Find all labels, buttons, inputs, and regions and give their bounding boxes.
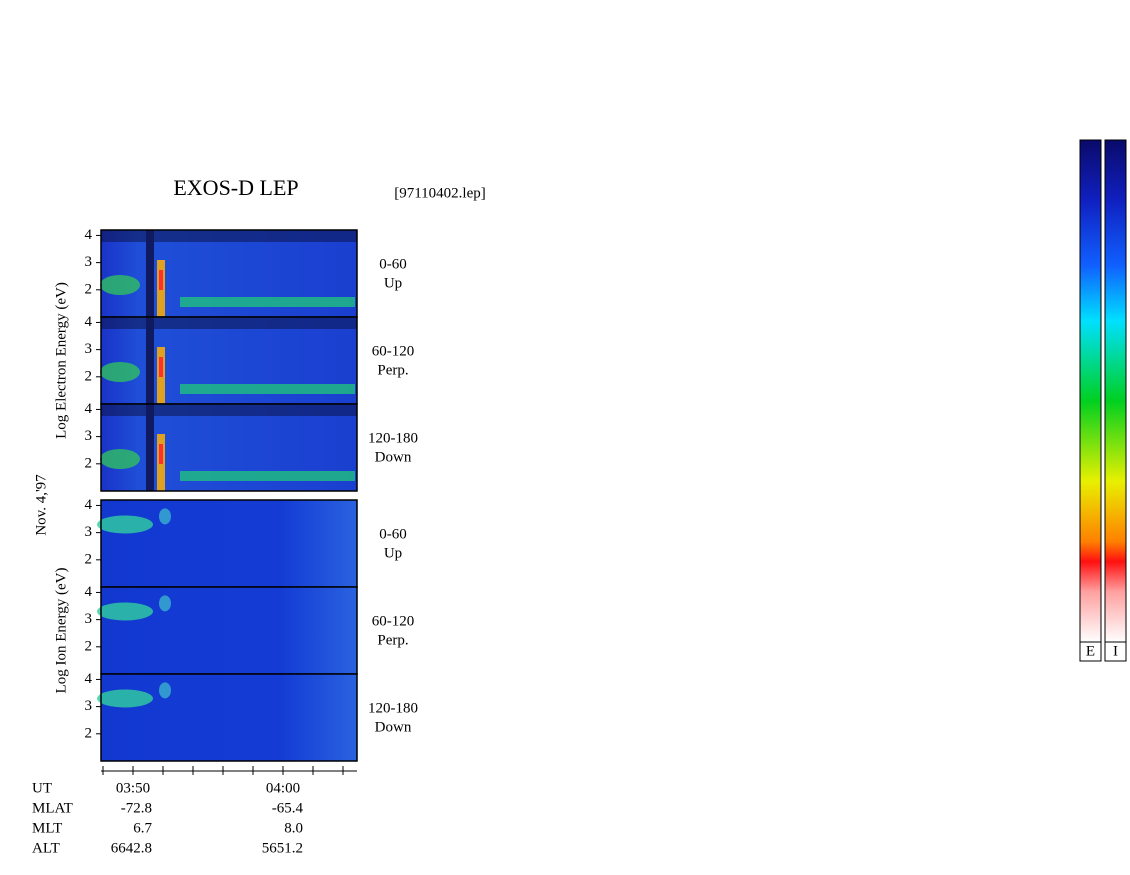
panel-frame: [100, 403, 358, 492]
direction-label: Perp.: [377, 362, 408, 378]
y-tick-label: 3: [85, 698, 93, 714]
band: [180, 471, 355, 481]
blob: [159, 595, 171, 612]
direction-label: Up: [384, 275, 402, 291]
y-tick-label: 2: [85, 368, 93, 384]
row-label: ALT: [32, 840, 60, 856]
y-tick-label: 3: [85, 254, 93, 270]
y-tick-label: 4: [85, 227, 93, 243]
y-tick-label: 4: [85, 671, 93, 687]
row-value: 6.7: [133, 820, 152, 836]
row-value: -65.4: [272, 800, 304, 816]
dropout: [101, 317, 357, 329]
row-value: 6642.8: [111, 840, 152, 856]
blob: [159, 508, 171, 525]
angle-label: 120-180: [368, 430, 418, 446]
date-label: Nov. 4,'97: [33, 474, 49, 536]
gap: [146, 317, 154, 404]
blob: [97, 515, 153, 534]
angle-label: 60-120: [372, 613, 415, 629]
spectrogram: [101, 587, 357, 674]
colorbar-label-box: [1104, 641, 1127, 662]
panels: Log Electron Energy (eV) 2 3 4 0-60 Up 2 3 4 60-1…: [53, 227, 418, 762]
direction-label: Perp.: [377, 632, 408, 648]
y-tick-label: 3: [85, 524, 93, 540]
blob: [100, 362, 140, 382]
y-tick-label: 2: [85, 281, 93, 297]
gap: [146, 404, 154, 491]
y-tick-label: 3: [85, 611, 93, 627]
angle-label: 120-180: [368, 700, 418, 716]
ephemeris: UT 03:50 04:00 MLAT -72.8 -65.4 MLT 6.7 8.0 ALT 66…: [32, 780, 303, 856]
y-tick-label: 2: [85, 638, 93, 654]
colorbar-label-box: [1079, 641, 1102, 662]
time-label: 04:00: [266, 780, 300, 796]
dropout: [101, 230, 357, 242]
y-tick-label: 2: [85, 551, 93, 567]
file-label: [97110402.lep]: [394, 185, 486, 201]
angle-label: 0-60: [379, 526, 407, 542]
spectrogram: [101, 500, 357, 587]
blob: [97, 602, 153, 621]
dropout: [101, 404, 357, 416]
y-tick-label: 2: [85, 455, 93, 471]
burst-core: [159, 444, 163, 464]
angle-label: 0-60: [379, 256, 407, 272]
y-tick-label: 3: [85, 341, 93, 357]
y-tick-label: 4: [85, 497, 93, 513]
blob: [100, 275, 140, 295]
direction-label: Down: [375, 449, 412, 465]
row-label: UT: [32, 780, 52, 796]
row-value: 5651.2: [262, 840, 303, 856]
time-axis: [101, 766, 357, 775]
row-label: MLAT: [32, 800, 73, 816]
burst-core: [159, 357, 163, 377]
y-tick-label: 4: [85, 401, 93, 417]
title: EXOS-D LEP: [173, 175, 298, 200]
band: [180, 384, 355, 394]
blob: [159, 682, 171, 699]
direction-label: Up: [384, 545, 402, 561]
spectrogram: [101, 674, 357, 761]
blob: [100, 449, 140, 469]
y-tick-label: 2: [85, 725, 93, 741]
axis-label: Log Electron Energy (eV): [53, 282, 69, 439]
direction-label: Down: [375, 719, 412, 735]
colorbar: [1104, 139, 1127, 643]
burst-core: [159, 270, 163, 290]
blob: [97, 689, 153, 708]
band: [180, 297, 355, 307]
panel-frame: [100, 673, 358, 762]
time-label: 03:50: [116, 780, 150, 796]
row-value: -72.8: [121, 800, 152, 816]
colorbar: [1079, 139, 1102, 643]
angle-label: 60-120: [372, 343, 415, 359]
colorbar-label: I: [1113, 643, 1118, 659]
row-value: 8.0: [284, 820, 303, 836]
y-tick-label: 4: [85, 314, 93, 330]
row-label: MLT: [32, 820, 62, 836]
axis-label: Log Ion Energy (eV): [53, 568, 69, 694]
gap: [146, 230, 154, 317]
colorbar-label: E: [1086, 643, 1095, 659]
y-tick-label: 4: [85, 584, 93, 600]
y-tick-label: 3: [85, 428, 93, 444]
